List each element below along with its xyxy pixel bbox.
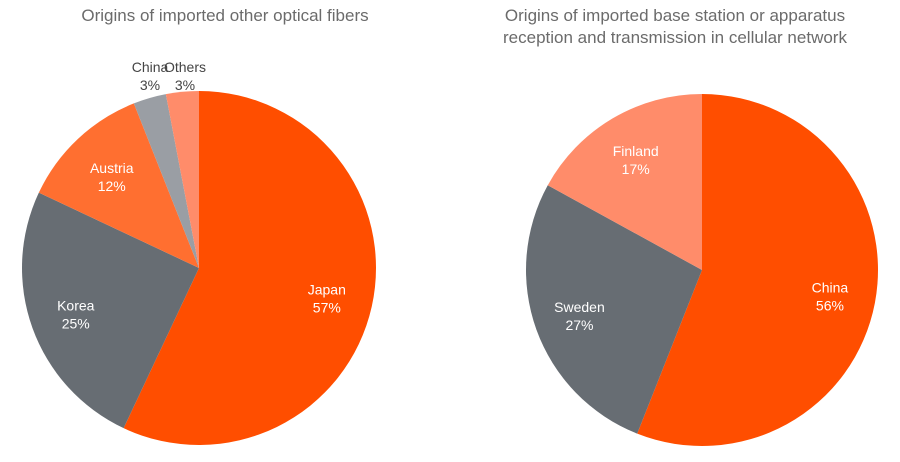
slice-name: Austria [90, 160, 134, 176]
slice-name: Finland [613, 143, 659, 159]
slice-name: Japan [308, 282, 346, 298]
pie-slice-china [133, 94, 199, 268]
slice-percent: 3% [175, 77, 195, 93]
slice-name: Others [164, 59, 206, 75]
pie-slice-austria [38, 103, 199, 268]
slice-percent: 27% [565, 317, 593, 333]
slice-label-japan: Japan 57% [308, 282, 346, 316]
slice-label-others: Others 3% [164, 59, 206, 93]
slice-label-austria: Austria 12% [90, 160, 134, 194]
slice-percent: 56% [816, 297, 844, 313]
slice-percent: 12% [98, 178, 126, 194]
pie-slice-sweden [526, 185, 702, 434]
slice-name: China [132, 59, 169, 75]
slice-percent: 25% [62, 315, 90, 331]
slice-label-china: China 3% [132, 59, 169, 93]
chart-title: Origins of imported other optical fibers [81, 6, 369, 25]
slice-label-sweden: Sweden 27% [554, 299, 605, 333]
pie-slice-others [165, 91, 199, 268]
slice-name: Korea [57, 297, 95, 313]
pie-slice-china [637, 94, 878, 447]
slice-percent: 3% [140, 77, 160, 93]
pie-slice-korea [22, 192, 200, 429]
pie-svg: Japan 57%Korea 25%Austria 12%China 3%Others 3… [22, 59, 377, 445]
slice-label-china: China 56% [812, 279, 849, 313]
slice-percent: 17% [622, 161, 650, 177]
slice-name: Sweden [554, 299, 605, 315]
pie-slice-finland [547, 94, 702, 270]
chart-title: Origins of imported base station or appa… [503, 6, 847, 47]
slice-name: China [812, 279, 849, 295]
slice-label-finland: Finland 17% [613, 143, 659, 177]
slice-percent: 57% [313, 300, 341, 316]
pie-slice-japan [123, 91, 377, 445]
slice-label-korea: Korea 25% [57, 297, 95, 331]
pie-svg: China 56% Sweden 27% Finland 17% [526, 94, 878, 447]
pie-chart-optical-fibers: Origins of imported other optical fibers… [22, 6, 377, 445]
pie-chart-base-station: Origins of imported base station or appa… [450, 0, 900, 462]
